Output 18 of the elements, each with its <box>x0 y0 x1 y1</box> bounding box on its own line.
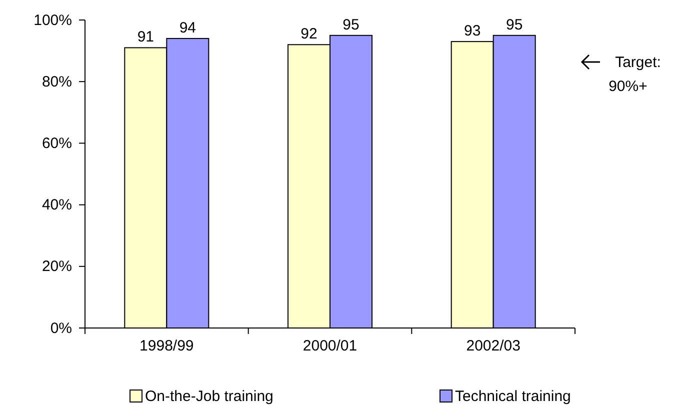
data-label: 94 <box>179 19 196 36</box>
legend-label: On-the-Job training <box>145 388 274 405</box>
data-label: 91 <box>137 28 154 46</box>
data-label: 92 <box>300 26 318 43</box>
y-tick-label: 0% <box>50 320 72 337</box>
data-label: 95 <box>506 16 523 34</box>
data-label: 95 <box>342 16 360 34</box>
y-tick-label: 100% <box>34 12 72 29</box>
x-tick-label: 1998/99 <box>140 338 194 355</box>
y-tick-label: 80% <box>42 73 72 90</box>
y-tick-label: 40% <box>42 196 72 214</box>
x-tick-label: 2002/03 <box>466 338 520 355</box>
y-tick-label: 60% <box>42 135 72 152</box>
data-label: 93 <box>464 22 481 40</box>
text: Target: 90%+ <box>608 54 661 95</box>
legend-label: Technical training <box>455 388 571 405</box>
x-tick-label: 2000/01 <box>302 338 358 355</box>
y-tick-label: 20% <box>42 258 72 276</box>
